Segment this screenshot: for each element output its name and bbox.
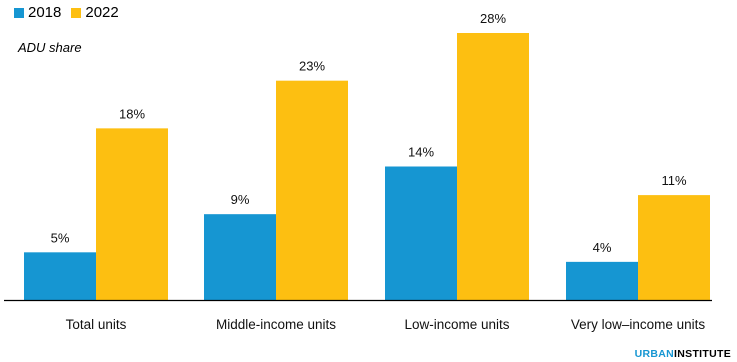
data-label-2022-2: 28% — [480, 11, 506, 26]
legend-label-2022: 2022 — [85, 4, 119, 21]
bar-2022-2 — [457, 33, 529, 300]
data-label-2022-1: 23% — [299, 59, 325, 74]
bar-2018-0 — [24, 252, 96, 300]
y-axis-label: ADU share — [18, 40, 82, 55]
legend-item-2022: 2022 — [71, 4, 119, 21]
category-label-0: Total units — [66, 317, 127, 332]
data-label-2022-3: 11% — [661, 173, 686, 188]
data-label-2018-1: 9% — [231, 192, 250, 207]
data-label-2018-2: 14% — [408, 145, 434, 160]
category-label-3: Very low–income units — [571, 317, 706, 332]
bar-2022-1 — [276, 80, 348, 300]
bar-2022-3 — [638, 195, 710, 300]
legend-swatch-2018 — [14, 7, 24, 18]
brand-part-institute: INSTITUTE — [674, 348, 731, 360]
category-label-1: Middle-income units — [216, 317, 336, 332]
brand-part-urban: URBAN — [634, 348, 675, 360]
chart-legend: 2018 2022 — [14, 4, 129, 21]
bar-2018-2 — [385, 166, 457, 300]
bar-2022-0 — [96, 128, 168, 300]
bar-2018-1 — [204, 214, 276, 300]
category-label-2: Low-income units — [404, 317, 509, 332]
bar-2018-3 — [566, 261, 638, 300]
data-label-2022-0: 18% — [119, 106, 145, 121]
legend-swatch-2022 — [71, 7, 82, 18]
brand-logo: URBANINSTITUTE — [635, 348, 731, 360]
data-label-2018-0: 5% — [51, 230, 70, 245]
legend-label-2018: 2018 — [28, 4, 62, 21]
data-label-2018-3: 4% — [593, 240, 612, 255]
legend-item-2018: 2018 — [14, 4, 61, 21]
